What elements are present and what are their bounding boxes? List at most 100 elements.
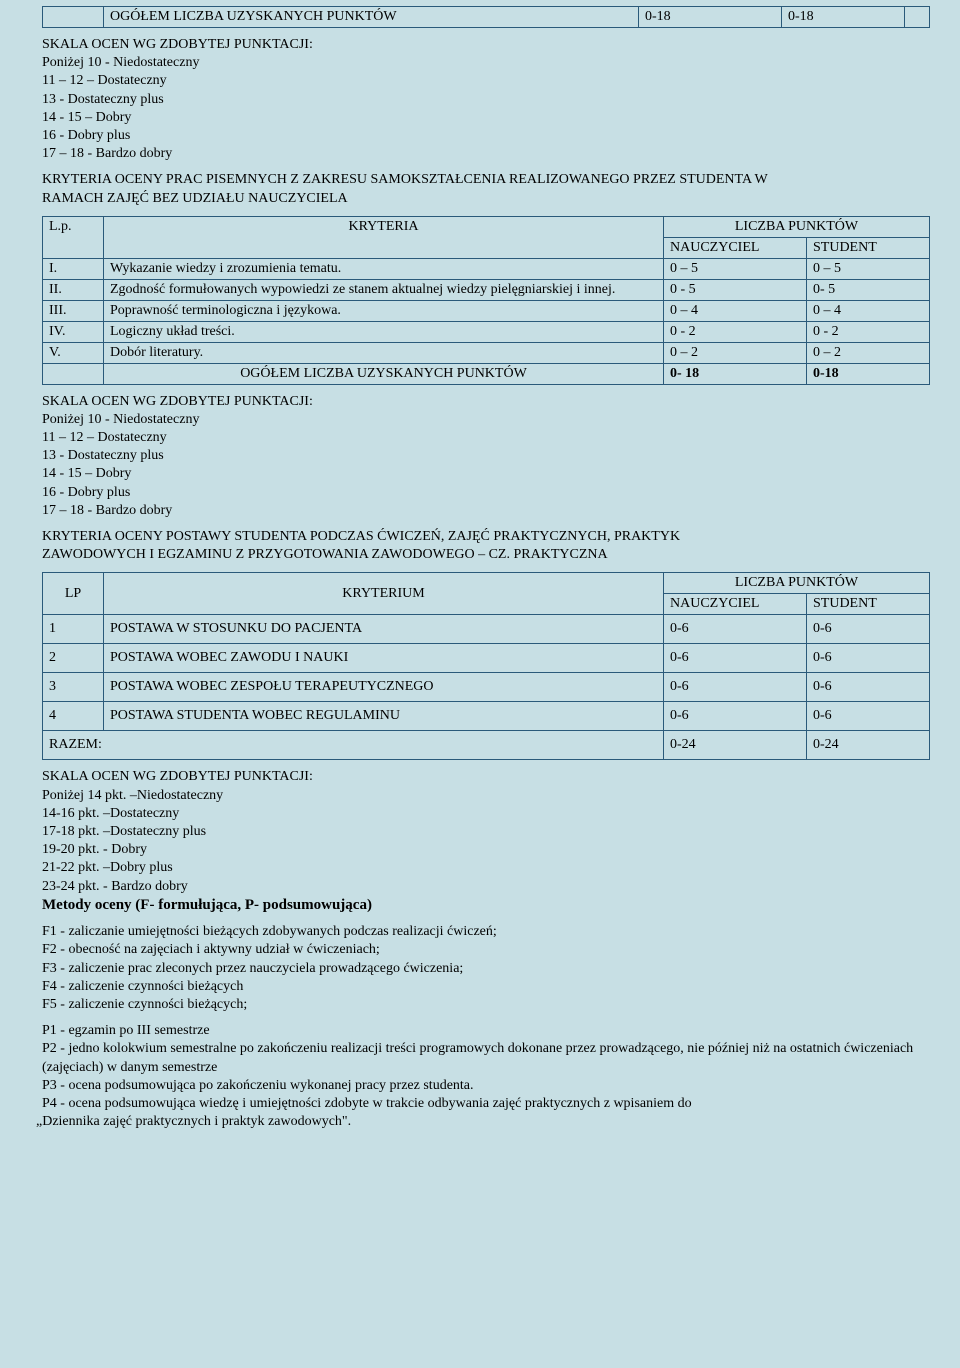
table-row: 3 POSTAWA WOBEC ZESPOŁU TERAPEUTYCZNEGO … — [43, 673, 930, 702]
cell-kryteria: Logiczny układ treści. — [104, 321, 664, 342]
table-row: 4 POSTAWA STUDENTA WOBEC REGULAMINU 0-6 … — [43, 702, 930, 731]
cell-value: 0-6 — [664, 673, 807, 702]
header-student: STUDENT — [807, 237, 930, 258]
cell-lp: 4 — [43, 702, 104, 731]
cell-lp: 3 — [43, 673, 104, 702]
scale-line: 17 – 18 - Bardzo dobry — [42, 502, 930, 520]
scale-line: 13 - Dostateczny plus — [42, 447, 930, 465]
intro-line: KRYTERIA OCENY POSTAWY STUDENTA PODCZAS … — [42, 528, 930, 546]
cell-value: 0-6 — [807, 673, 930, 702]
table-row: IV. Logiczny układ treści. 0 - 2 0 - 2 — [43, 321, 930, 342]
cell-total-label: RAZEM: — [43, 731, 664, 760]
scale-line: 13 - Dostateczny plus — [42, 91, 930, 109]
cell-value: 0- 5 — [807, 279, 930, 300]
cell-value: 0-6 — [807, 615, 930, 644]
table-criteria-written: L.p. KRYTERIA LICZBA PUNKTÓW NAUCZYCIEL … — [42, 216, 930, 385]
header-kryteria: KRYTERIA — [104, 216, 664, 258]
f-item: F4 - zaliczenie czynności bieżących — [42, 978, 930, 996]
cell-value: 0-6 — [664, 644, 807, 673]
header-student: STUDENT — [807, 594, 930, 615]
scale-line: Poniżej 14 pkt. –Niedostateczny — [42, 787, 930, 805]
cell-kryteria: Poprawność terminologiczna i językowa. — [104, 300, 664, 321]
intro-line: KRYTERIA OCENY PRAC PISEMNYCH Z ZAKRESU … — [42, 171, 930, 189]
header-lp: L.p. — [43, 216, 104, 258]
header-lp: LP — [43, 573, 104, 615]
table-row: I. Wykazanie wiedzy i zrozumienia tematu… — [43, 258, 930, 279]
cell-empty — [43, 7, 104, 28]
cell-kryterium: POSTAWA STUDENTA WOBEC REGULAMINU — [104, 702, 664, 731]
intro-line: ZAWODOWYCH I EGZAMINU Z PRZYGOTOWANIA ZA… — [42, 546, 930, 564]
scale-line: 19-20 pkt. - Dobry — [42, 841, 930, 859]
cell-lp: 1 — [43, 615, 104, 644]
cell-kryteria: Dobór literatury. — [104, 342, 664, 363]
table-total-row: OGÓŁEM LICZBA UZYSKANYCH PUNKTÓW 0- 18 0… — [43, 363, 930, 384]
p-item: P1 - egzamin po III semestrze — [42, 1022, 930, 1040]
cell-value: 0 - 2 — [807, 321, 930, 342]
scale-line: 14-16 pkt. –Dostateczny — [42, 805, 930, 823]
scale-line: 14 - 15 – Dobry — [42, 109, 930, 127]
scale-line: 17 – 18 - Bardzo dobry — [42, 145, 930, 163]
cell-value: 0-18 — [639, 7, 782, 28]
scale-heading: SKALA OCEN WG ZDOBYTEJ PUNKTACJI: — [42, 768, 930, 786]
cell-lp: III. — [43, 300, 104, 321]
scale-line: 11 – 12 – Dostateczny — [42, 429, 930, 447]
f-item: F3 - zaliczenie prac zleconych przez nau… — [42, 960, 930, 978]
grading-scale-3: SKALA OCEN WG ZDOBYTEJ PUNKTACJI: Poniże… — [42, 768, 930, 915]
scale-heading: SKALA OCEN WG ZDOBYTEJ PUNKTACJI: — [42, 393, 930, 411]
cell-lp: 2 — [43, 644, 104, 673]
cell-kryterium: POSTAWA W STOSUNKU DO PACJENTA — [104, 615, 664, 644]
cell-value: 0 - 5 — [664, 279, 807, 300]
cell-kryterium: POSTAWA WOBEC ZAWODU I NAUKI — [104, 644, 664, 673]
cell-total-value: 0- 18 — [664, 363, 807, 384]
header-nauczyciel: NAUCZYCIEL — [664, 594, 807, 615]
scale-line: 14 - 15 – Dobry — [42, 465, 930, 483]
scale-line: 17-18 pkt. –Dostateczny plus — [42, 823, 930, 841]
cell-empty — [905, 7, 930, 28]
f-list: F1 - zaliczanie umiejętności bieżących z… — [42, 923, 930, 1014]
cell-value: 0 – 5 — [664, 258, 807, 279]
header-liczba-punktow: LICZBA PUNKTÓW — [664, 573, 930, 594]
cell-value: 0 – 4 — [664, 300, 807, 321]
table-row: III. Poprawność terminologiczna i języko… — [43, 300, 930, 321]
scale-line: 16 - Dobry plus — [42, 484, 930, 502]
table-row: 1 POSTAWA W STOSUNKU DO PACJENTA 0-6 0-6 — [43, 615, 930, 644]
scale-line: Poniżej 10 - Niedostateczny — [42, 54, 930, 72]
cell-lp: V. — [43, 342, 104, 363]
cell-value: 0-6 — [664, 615, 807, 644]
cell-total-label: OGÓŁEM LICZBA UZYSKANYCH PUNKTÓW — [104, 363, 664, 384]
f-item: F5 - zaliczenie czynności bieżących; — [42, 996, 930, 1014]
cell-label: OGÓŁEM LICZBA UZYSKANYCH PUNKTÓW — [104, 7, 639, 28]
f-item: F1 - zaliczanie umiejętności bieżących z… — [42, 923, 930, 941]
p-item-continuation: „ Dziennika zajęć praktycznych i praktyk… — [42, 1113, 930, 1131]
criteria-written-intro: KRYTERIA OCENY PRAC PISEMNYCH Z ZAKRESU … — [42, 171, 930, 207]
cell-kryteria: Wykazanie wiedzy i zrozumienia tematu. — [104, 258, 664, 279]
cell-value: 0 – 5 — [807, 258, 930, 279]
cell-lp: II. — [43, 279, 104, 300]
header-kryterium: KRYTERIUM — [104, 573, 664, 615]
cell-empty — [43, 363, 104, 384]
quote-text: Dziennika zajęć praktycznych i praktyk z… — [42, 1113, 351, 1131]
scale-line: 21-22 pkt. –Dobry plus — [42, 859, 930, 877]
cell-kryteria: Zgodność formułowanych wypowiedzi ze sta… — [104, 279, 664, 300]
cell-total-value: 0-24 — [807, 731, 930, 760]
scale-line: 16 - Dobry plus — [42, 127, 930, 145]
table-total-row: RAZEM: 0-24 0-24 — [43, 731, 930, 760]
scale-heading: SKALA OCEN WG ZDOBYTEJ PUNKTACJI: — [42, 36, 930, 54]
header-liczba-punktow: LICZBA PUNKTÓW — [664, 216, 930, 237]
table-row: V. Dobór literatury. 0 – 2 0 – 2 — [43, 342, 930, 363]
cell-value: 0-6 — [807, 644, 930, 673]
p-item: P3 - ocena podsumowująca po zakończeniu … — [42, 1077, 930, 1095]
table-row: 2 POSTAWA WOBEC ZAWODU I NAUKI 0-6 0-6 — [43, 644, 930, 673]
cell-value: 0 – 2 — [807, 342, 930, 363]
table-header-row: LP KRYTERIUM LICZBA PUNKTÓW — [43, 573, 930, 594]
cell-total-value: 0-18 — [807, 363, 930, 384]
cell-value: 0 - 2 — [664, 321, 807, 342]
cell-value: 0 – 4 — [807, 300, 930, 321]
cell-value: 0-6 — [664, 702, 807, 731]
grading-scale-2: SKALA OCEN WG ZDOBYTEJ PUNKTACJI: Poniże… — [42, 393, 930, 520]
grading-scale-1: SKALA OCEN WG ZDOBYTEJ PUNKTACJI: Poniże… — [42, 36, 930, 163]
metody-heading: Metody oceny (F- formułująca, P- podsumo… — [42, 896, 930, 916]
cell-value: 0 – 2 — [664, 342, 807, 363]
scale-line: Poniżej 10 - Niedostateczny — [42, 411, 930, 429]
cell-total-value: 0-24 — [664, 731, 807, 760]
